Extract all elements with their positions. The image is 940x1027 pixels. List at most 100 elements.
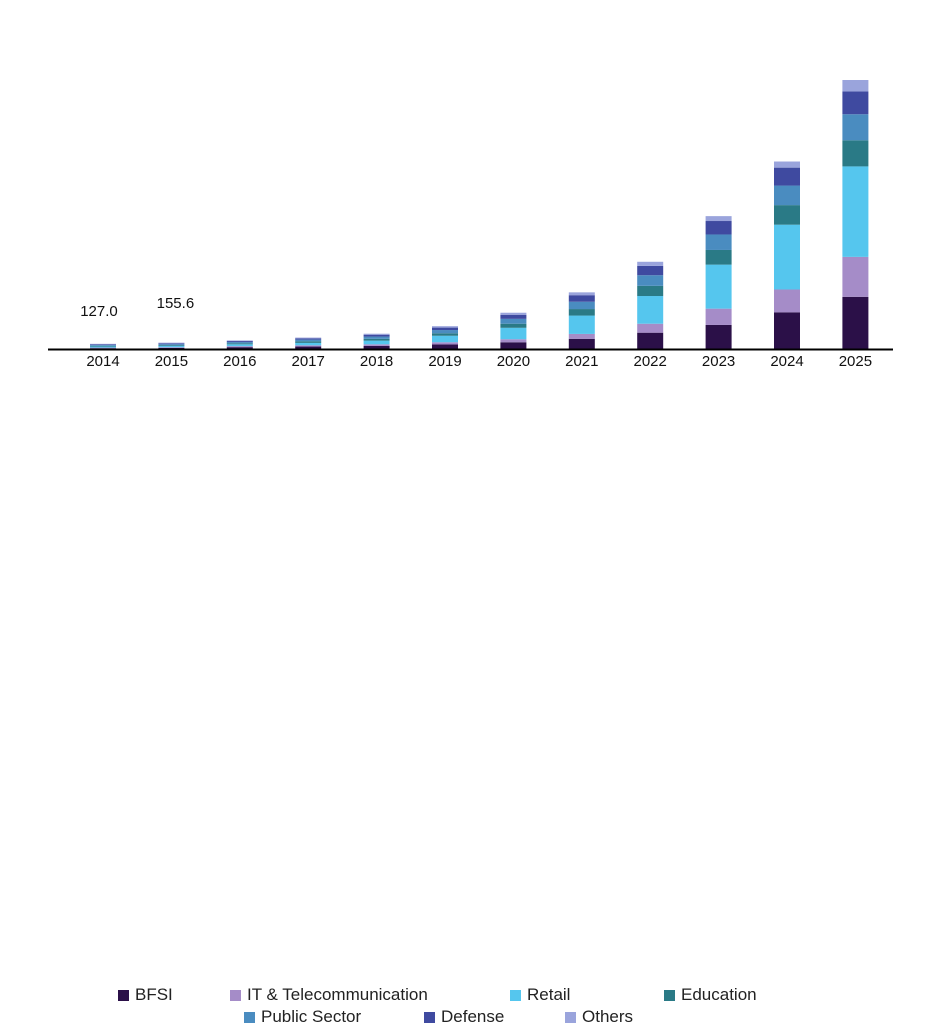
- x-tick-label: 2021: [565, 353, 598, 370]
- bar-segment-education-2022: [637, 285, 664, 297]
- bar-segment-bfsi-2015: [158, 347, 185, 349]
- bar-segment-defense-2020: [500, 314, 527, 319]
- legend-item: Retail: [510, 985, 570, 1005]
- bar-segment-it-telecommunication-2015: [158, 347, 185, 348]
- x-tick-label: 2016: [223, 353, 256, 370]
- x-tick-label: 2018: [360, 353, 393, 370]
- x-tick-label: 2022: [634, 353, 667, 370]
- bar-segment-it-telecommunication-2019: [432, 342, 458, 345]
- bar-segment-public-sector-2015: [158, 344, 185, 346]
- bar-segment-others-2022: [637, 261, 664, 266]
- x-tick-label: 2024: [770, 353, 803, 370]
- x-tick-label: 2023: [702, 353, 735, 370]
- legend-swatch: [664, 989, 675, 1001]
- bar-segment-public-sector-2023: [705, 234, 732, 250]
- bar-segment-retail-2022: [637, 296, 664, 324]
- bar-segment-retail-2020: [500, 327, 527, 340]
- x-tick-label: 2025: [839, 353, 872, 370]
- bar-segment-defense-2021: [568, 295, 595, 302]
- x-tick-label: 2017: [292, 353, 325, 370]
- bar-segment-others-2014: [90, 343, 116, 345]
- bar-segment-retail-2023: [705, 264, 732, 309]
- chart-container: 2014 2015 2016 2017 2018 2019 2020 2021 2022 2023…: [48, 80, 893, 1026]
- legend-label: Public Sector: [261, 1007, 362, 1026]
- bar-segment-bfsi-2017: [295, 346, 322, 349]
- bar-segment-education-2015: [158, 345, 185, 347]
- bar-segment-public-sector-2025: [842, 114, 869, 141]
- bar-segment-education-2024: [774, 205, 800, 225]
- bar-segment-others-2019: [432, 326, 458, 328]
- x-tick-label: 2015: [155, 353, 188, 370]
- legend-swatch: [244, 1011, 255, 1023]
- bar-segment-bfsi-2025: [842, 296, 869, 349]
- bar-segment-others-2017: [295, 337, 322, 339]
- bar-segment-retail-2014: [90, 346, 116, 348]
- bar-segment-defense-2024: [774, 167, 800, 186]
- bar-segment-retail-2025: [842, 166, 869, 257]
- legend-item: Defense: [424, 1007, 504, 1027]
- legend-label: IT & Telecommunication: [247, 985, 428, 1004]
- bar-segment-bfsi-2018: [363, 345, 390, 349]
- legend-swatch: [510, 989, 521, 1001]
- bar-segment-it-telecommunication-2020: [500, 339, 527, 343]
- bar-segment-it-telecommunication-2014: [90, 347, 116, 349]
- bar-segment-others-2024: [774, 161, 800, 168]
- bar-segment-retail-2017: [295, 342, 322, 346]
- bar-segment-retail-2024: [774, 224, 800, 290]
- bar-segment-retail-2016: [226, 344, 253, 347]
- legend-item: IT & Telecommunication: [230, 985, 428, 1005]
- bar-segment-others-2015: [158, 342, 185, 344]
- bar-segment-defense-2014: [90, 344, 116, 346]
- bar-segment-it-telecommunication-2022: [637, 323, 664, 333]
- legend-swatch: [230, 989, 241, 1001]
- bar-segment-defense-2018: [363, 334, 390, 337]
- bar-segment-education-2025: [842, 140, 869, 167]
- bar-segment-public-sector-2017: [295, 339, 322, 342]
- data-label: 127.0: [80, 303, 118, 320]
- legend-label: BFSI: [135, 985, 173, 1004]
- bar-segment-defense-2022: [637, 265, 664, 276]
- bar-segment-others-2025: [842, 80, 869, 92]
- bar-segment-others-2020: [500, 312, 527, 315]
- bar-segment-it-telecommunication-2017: [295, 345, 322, 347]
- bar-segment-education-2023: [705, 249, 732, 265]
- legend-label: Defense: [441, 1007, 505, 1026]
- bar-segment-public-sector-2014: [90, 345, 116, 346]
- data-label: 155.6: [157, 295, 195, 312]
- bar-segment-public-sector-2020: [500, 318, 527, 324]
- legend-item: BFSI: [118, 985, 173, 1005]
- bar-segment-education-2016: [226, 343, 253, 345]
- bar-segment-it-telecommunication-2018: [363, 344, 390, 346]
- bar-segment-public-sector-2022: [637, 275, 664, 286]
- bar-segment-others-2018: [363, 333, 390, 335]
- bar-segment-it-telecommunication-2021: [568, 333, 595, 339]
- legend-label: Others: [582, 1007, 634, 1026]
- bar-segment-bfsi-2023: [705, 324, 732, 349]
- x-tick-label: 2014: [86, 353, 119, 370]
- bar-segment-bfsi-2020: [500, 342, 527, 349]
- bar-segment-it-telecommunication-2025: [842, 256, 869, 297]
- bar-segment-public-sector-2021: [568, 301, 595, 310]
- bar-segment-education-2020: [500, 323, 527, 328]
- bar-segment-others-2021: [568, 292, 595, 296]
- bar-segment-public-sector-2024: [774, 185, 800, 206]
- bar-segment-education-2017: [295, 341, 322, 343]
- bar-segment-it-telecommunication-2024: [774, 289, 800, 313]
- legend-swatch: [565, 1011, 576, 1023]
- legend-item: Others: [565, 1007, 633, 1027]
- legend-label: Retail: [527, 985, 571, 1004]
- bar-segment-education-2019: [432, 333, 458, 336]
- bar-segment-bfsi-2019: [432, 344, 458, 349]
- bar-segment-defense-2023: [705, 221, 732, 235]
- bar-segment-education-2021: [568, 309, 595, 316]
- bar-segment-it-telecommunication-2016: [226, 346, 253, 348]
- bar-segment-education-2018: [363, 338, 390, 341]
- bar-segment-defense-2017: [295, 338, 322, 340]
- bar-segment-public-sector-2019: [432, 330, 458, 334]
- bar-segment-retail-2015: [158, 346, 185, 348]
- bar-segment-bfsi-2022: [637, 332, 664, 349]
- legend-swatch: [118, 989, 129, 1001]
- bar-segment-others-2016: [226, 340, 253, 342]
- bar-segment-defense-2015: [158, 343, 185, 345]
- bar-segment-education-2014: [90, 345, 116, 347]
